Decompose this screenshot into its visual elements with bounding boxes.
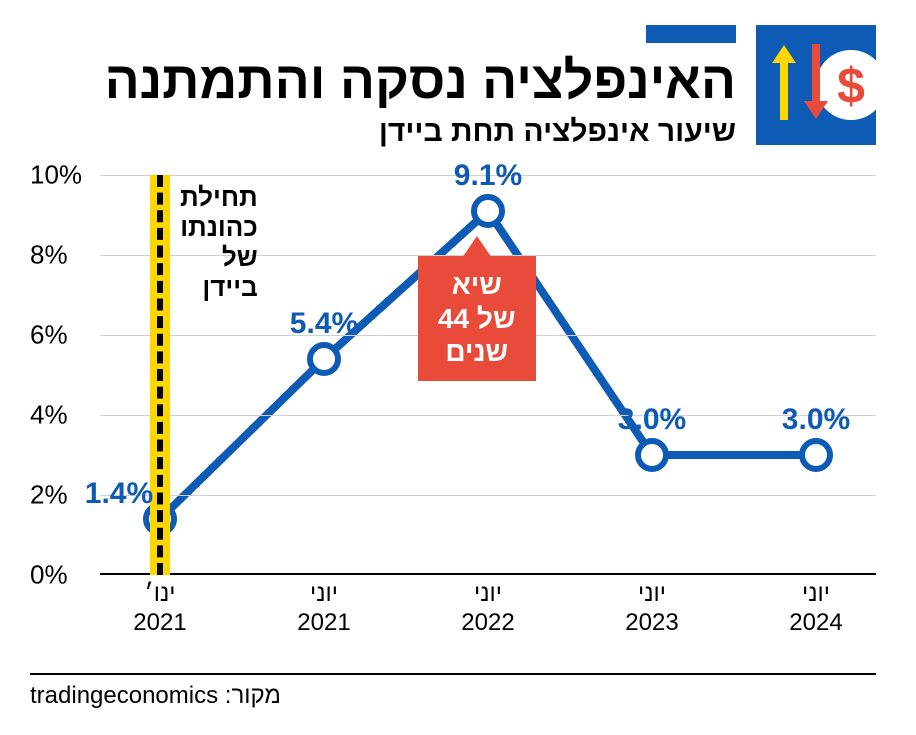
term-start-marker: [150, 175, 170, 575]
data-point-label: 3.0%: [782, 403, 850, 437]
source-value: tradingeconomics: [30, 682, 218, 709]
titles: האינפלציה נסקה והתמתנה שיעור אינפלציה תח…: [40, 25, 736, 149]
source-prefix: מקור:: [225, 682, 281, 709]
header: $ האינפלציה נסקה והתמתנה שיעור אינפלציה …: [40, 25, 876, 149]
title-accent-bar: [40, 25, 736, 53]
y-tick-label: 2%: [30, 480, 68, 511]
x-tick-label: יוני2024: [789, 580, 842, 638]
y-axis-labels: 0%2%4%6%8%10%: [30, 175, 95, 575]
y-tick-label: 8%: [30, 240, 68, 271]
main-title: האינפלציה נסקה והתמתנה: [40, 55, 736, 107]
gridline: [100, 415, 876, 416]
data-point-label: 5.4%: [290, 307, 358, 341]
x-axis-labels: ינו׳2021 יוני2021 יוני2022 יוני2023 יוני2024: [100, 575, 876, 635]
data-point-label: 3.0%: [618, 403, 686, 437]
plot-area: תחילתכהונתושלביידן1.4%5.4%9.1%3.0%3.0%שי…: [100, 175, 876, 575]
x-tick-label: יוני2023: [625, 580, 678, 638]
gridline: [100, 495, 876, 496]
sub-title: שיעור אינפלציה תחת ביידן: [40, 115, 736, 149]
footer-divider: [30, 673, 876, 675]
source-citation: tradingeconomics מקור:: [30, 682, 281, 710]
y-tick-label: 4%: [30, 400, 68, 431]
y-tick-label: 0%: [30, 560, 68, 591]
y-tick-label: 10%: [30, 160, 82, 191]
chart: 0%2%4%6%8%10% תחילתכהונתושלביידן1.4%5.4%…: [30, 175, 876, 635]
y-tick-label: 6%: [30, 320, 68, 351]
x-tick-label: ינו׳2021: [133, 580, 186, 638]
peak-callout: שיאשל 44שנים: [418, 256, 536, 381]
term-start-label: תחילתכהונתושלביידן: [180, 183, 258, 303]
data-point-label: 1.4%: [85, 477, 153, 511]
inflation-icon: $: [756, 25, 876, 145]
x-tick-label: יוני2022: [461, 580, 514, 638]
x-tick-label: יוני2021: [297, 580, 350, 638]
svg-text:$: $: [837, 58, 865, 114]
data-point-label: 9.1%: [454, 159, 522, 193]
